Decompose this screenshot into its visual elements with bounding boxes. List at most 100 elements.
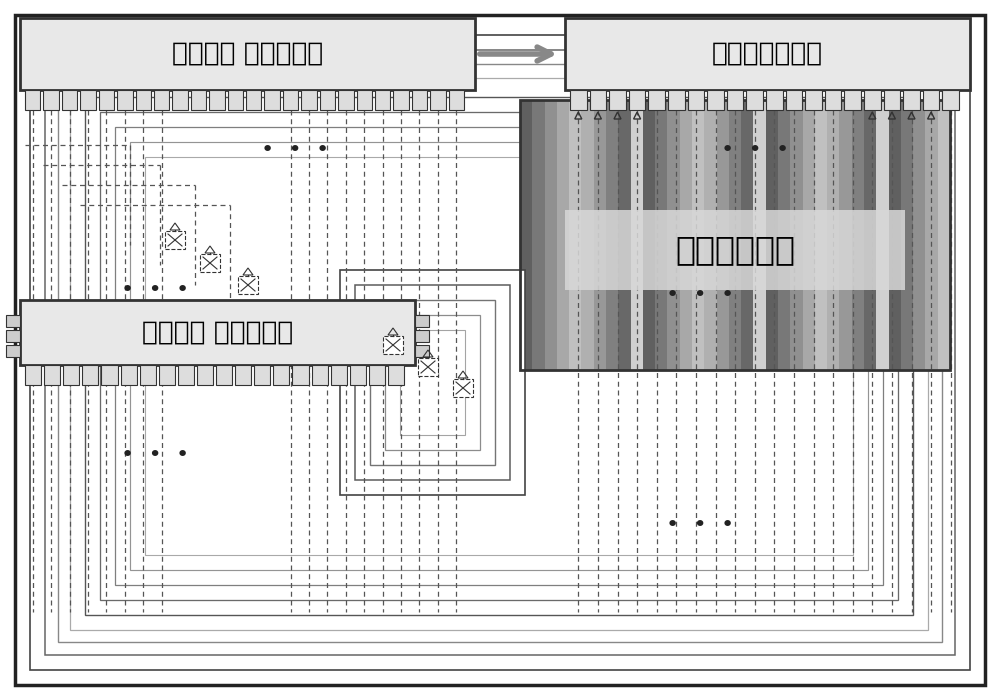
Bar	[430, 90, 446, 110]
Bar	[25, 90, 40, 110]
Bar	[62, 90, 77, 110]
Text: •  •  •: • • •	[666, 515, 734, 535]
Bar	[375, 90, 390, 110]
Text: •  •  •: • • •	[121, 445, 189, 465]
Bar	[643, 100, 656, 370]
Bar	[216, 365, 232, 385]
Bar	[6, 345, 20, 357]
Bar	[99, 90, 114, 110]
Bar	[803, 100, 815, 370]
Bar	[191, 90, 206, 110]
Bar	[707, 90, 724, 110]
Bar	[923, 90, 939, 110]
Bar	[63, 365, 79, 385]
Bar	[145, 157, 853, 555]
Text: 燃料电池电堆: 燃料电池电堆	[675, 234, 795, 267]
Bar	[825, 90, 841, 110]
Bar	[238, 276, 258, 294]
Bar	[903, 90, 920, 110]
Bar	[876, 100, 889, 370]
Bar	[6, 315, 20, 327]
Bar	[369, 365, 385, 385]
Bar	[115, 127, 883, 585]
Bar	[331, 365, 347, 385]
Bar	[130, 142, 868, 570]
Bar	[692, 100, 705, 370]
Bar	[200, 254, 220, 272]
Bar	[20, 18, 475, 90]
Bar	[704, 100, 717, 370]
Bar	[594, 100, 607, 370]
Bar	[569, 100, 582, 370]
Bar	[727, 90, 743, 110]
Bar	[43, 90, 59, 110]
Bar	[889, 100, 901, 370]
Bar	[120, 365, 137, 385]
Bar	[20, 300, 415, 365]
Bar	[393, 90, 409, 110]
Bar	[418, 358, 438, 376]
Bar	[45, 50, 955, 655]
Bar	[165, 231, 185, 249]
Bar	[100, 112, 898, 600]
Bar	[355, 285, 510, 480]
Bar	[629, 90, 645, 110]
Bar	[766, 100, 779, 370]
Text: •  •  •: • • •	[121, 280, 189, 300]
Bar	[913, 100, 926, 370]
Bar	[925, 100, 938, 370]
Bar	[520, 100, 950, 370]
Bar	[557, 100, 570, 370]
Bar	[415, 315, 429, 327]
Bar	[400, 330, 465, 435]
Bar	[938, 100, 951, 370]
Bar	[254, 365, 270, 385]
Bar	[590, 90, 606, 110]
Bar	[449, 90, 464, 110]
Bar	[746, 90, 763, 110]
Bar	[741, 100, 754, 370]
Bar	[101, 365, 118, 385]
Bar	[136, 90, 151, 110]
Text: 温控系统 控制子模块: 温控系统 控制子模块	[172, 41, 323, 67]
Bar	[606, 100, 619, 370]
Bar	[618, 100, 631, 370]
Text: 温控系统 电源子模块: 温控系统 电源子模块	[142, 319, 293, 346]
Bar	[159, 365, 175, 385]
Text: •  •  •: • • •	[261, 140, 329, 160]
Bar	[117, 90, 132, 110]
Bar	[140, 365, 156, 385]
Bar	[320, 90, 335, 110]
Bar	[565, 18, 970, 90]
Bar	[570, 90, 587, 110]
Bar	[264, 90, 280, 110]
Bar	[292, 365, 309, 385]
Bar	[688, 90, 704, 110]
Bar	[356, 90, 372, 110]
Bar	[283, 90, 298, 110]
Bar	[545, 100, 557, 370]
Bar	[350, 365, 366, 385]
Bar	[668, 90, 685, 110]
Bar	[388, 365, 404, 385]
Bar	[370, 300, 495, 465]
Bar	[235, 365, 251, 385]
Bar	[815, 100, 828, 370]
Text: 温度监测子模块: 温度监测子模块	[712, 41, 823, 67]
Bar	[864, 90, 881, 110]
Bar	[778, 100, 791, 370]
Bar	[70, 78, 928, 630]
Bar	[609, 90, 626, 110]
Bar	[383, 336, 403, 354]
Text: •  •  •: • • •	[666, 285, 734, 305]
Bar	[805, 90, 822, 110]
Text: •  •  •: • • •	[721, 140, 789, 160]
Bar	[172, 90, 188, 110]
Bar	[839, 100, 852, 370]
Bar	[532, 100, 545, 370]
Bar	[44, 365, 60, 385]
Bar	[415, 330, 429, 342]
Bar	[680, 100, 693, 370]
Bar	[273, 365, 289, 385]
Bar	[753, 100, 766, 370]
